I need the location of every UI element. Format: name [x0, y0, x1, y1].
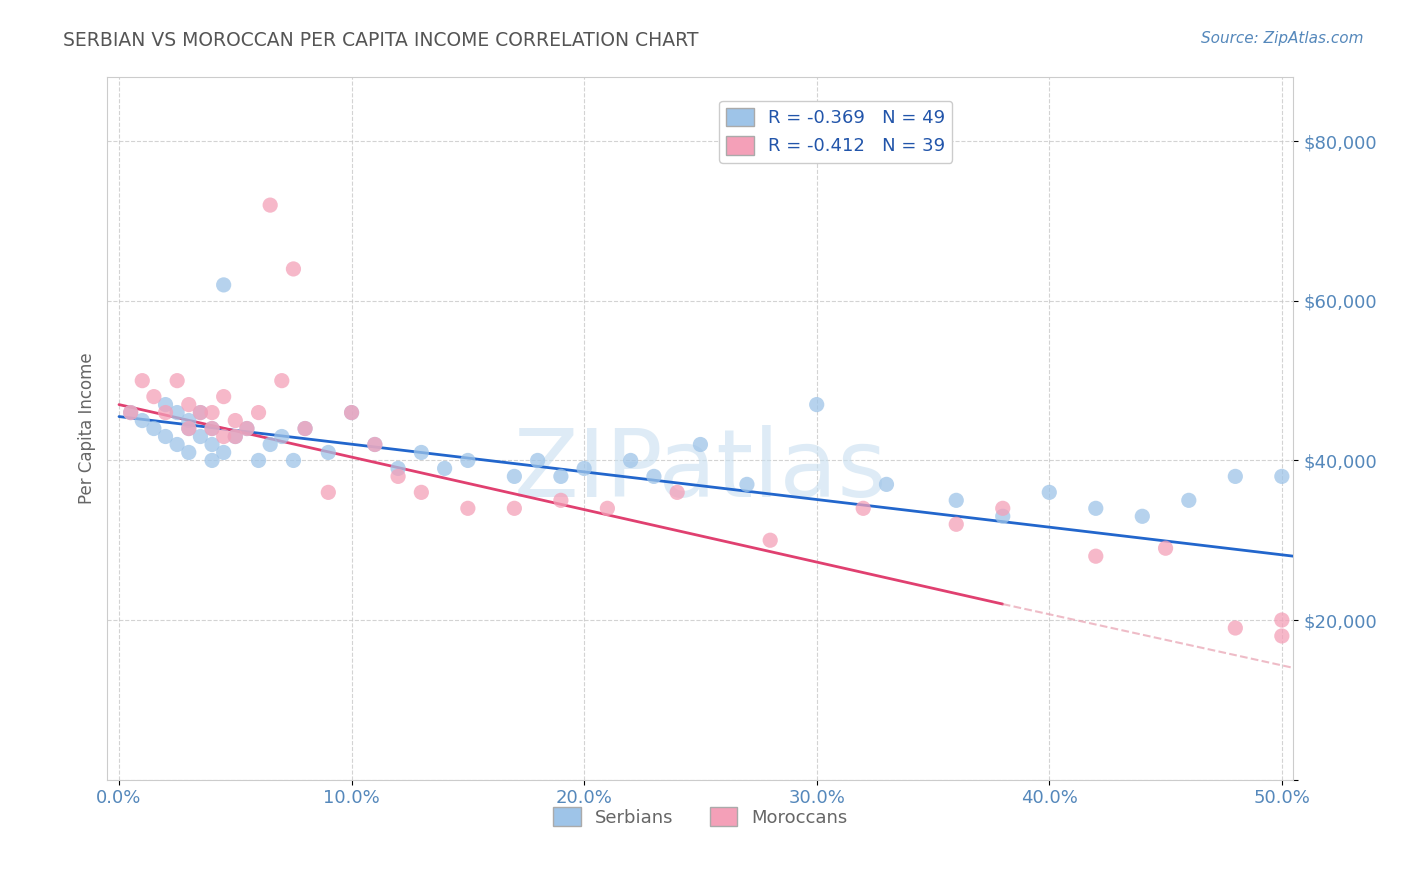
Point: [503, 501, 526, 516]
Point: [1271, 469, 1294, 483]
Point: [190, 406, 212, 420]
Y-axis label: Per Capita Income: Per Capita Income: [79, 352, 96, 504]
Point: [131, 374, 153, 388]
Point: [236, 421, 259, 435]
Text: SERBIAN VS MOROCCAN PER CAPITA INCOME CORRELATION CHART: SERBIAN VS MOROCCAN PER CAPITA INCOME CO…: [63, 31, 699, 50]
Point: [735, 477, 758, 491]
Point: [945, 517, 967, 532]
Point: [177, 398, 200, 412]
Point: [364, 437, 387, 451]
Point: [1271, 629, 1294, 643]
Point: [503, 469, 526, 483]
Point: [318, 485, 340, 500]
Point: [294, 421, 316, 435]
Point: [247, 453, 270, 467]
Point: [991, 501, 1014, 516]
Point: [177, 413, 200, 427]
Point: [224, 413, 246, 427]
Point: [212, 390, 235, 404]
Point: [201, 421, 224, 435]
Point: [142, 421, 165, 435]
Point: [1271, 613, 1294, 627]
Point: [131, 413, 153, 427]
Point: [177, 445, 200, 459]
Point: [411, 445, 433, 459]
Point: [294, 421, 316, 435]
Point: [340, 406, 363, 420]
Text: ZIPatlas: ZIPatlas: [513, 425, 887, 516]
Point: [166, 437, 188, 451]
Point: [364, 437, 387, 451]
Point: [212, 277, 235, 292]
Point: [387, 469, 409, 483]
Point: [852, 501, 875, 516]
Point: [142, 390, 165, 404]
Point: [666, 485, 689, 500]
Point: [247, 406, 270, 420]
Point: [1038, 485, 1060, 500]
Point: [759, 533, 782, 548]
Point: [550, 493, 572, 508]
Text: Source: ZipAtlas.com: Source: ZipAtlas.com: [1201, 31, 1364, 46]
Point: [201, 437, 224, 451]
Point: [806, 398, 828, 412]
Point: [457, 501, 479, 516]
Point: [433, 461, 456, 475]
Point: [201, 406, 224, 420]
Point: [177, 421, 200, 435]
Point: [224, 429, 246, 443]
Point: [387, 461, 409, 475]
Point: [991, 509, 1014, 524]
Point: [1130, 509, 1153, 524]
Point: [526, 453, 548, 467]
Point: [643, 469, 665, 483]
Point: [283, 262, 305, 277]
Point: [1225, 469, 1247, 483]
Point: [236, 421, 259, 435]
Point: [457, 453, 479, 467]
Point: [259, 198, 281, 212]
Legend: Serbians, Moroccans: Serbians, Moroccans: [547, 800, 855, 834]
Point: [224, 429, 246, 443]
Point: [1084, 549, 1107, 564]
Point: [166, 374, 188, 388]
Point: [155, 406, 177, 420]
Point: [270, 429, 292, 443]
Point: [318, 445, 340, 459]
Point: [155, 398, 177, 412]
Point: [689, 437, 711, 451]
Point: [212, 429, 235, 443]
Point: [166, 406, 188, 420]
Point: [155, 429, 177, 443]
Point: [190, 406, 212, 420]
Point: [945, 493, 967, 508]
Point: [340, 406, 363, 420]
Point: [550, 469, 572, 483]
Point: [201, 453, 224, 467]
Point: [270, 374, 292, 388]
Point: [177, 421, 200, 435]
Point: [572, 461, 595, 475]
Point: [1225, 621, 1247, 635]
Point: [1154, 541, 1177, 556]
Point: [190, 429, 212, 443]
Point: [596, 501, 619, 516]
Point: [1178, 493, 1201, 508]
Point: [259, 437, 281, 451]
Point: [283, 453, 305, 467]
Point: [120, 406, 142, 420]
Point: [620, 453, 643, 467]
Point: [875, 477, 897, 491]
Point: [212, 445, 235, 459]
Point: [120, 406, 142, 420]
Point: [411, 485, 433, 500]
Point: [201, 421, 224, 435]
Point: [1084, 501, 1107, 516]
